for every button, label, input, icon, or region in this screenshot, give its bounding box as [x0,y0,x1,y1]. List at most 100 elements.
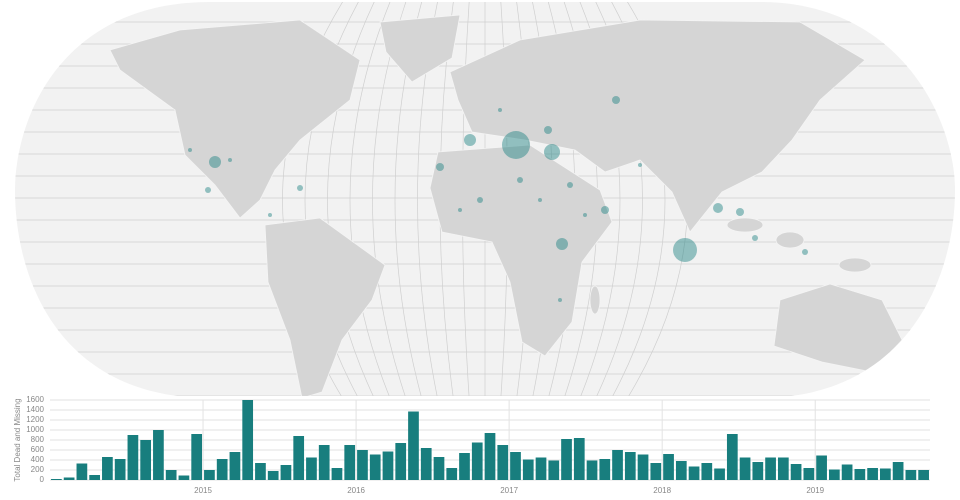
island [838,257,872,273]
bar [854,469,866,480]
x-tick-label: 2018 [653,486,671,495]
bar [739,457,751,480]
bar [408,411,419,480]
bar [420,448,432,480]
bar [880,468,891,480]
bar [803,468,815,480]
y-tick-label: 200 [31,465,45,474]
bar [497,445,509,480]
incident [544,126,552,134]
bar [918,470,929,480]
bar [522,459,534,480]
map [15,2,955,398]
y-tick-label: 1400 [26,405,44,414]
africa [429,144,613,357]
bar [63,477,75,480]
incident [464,134,476,146]
y-tick-label: 1000 [26,425,44,434]
incident [436,163,444,171]
incident [188,148,192,152]
bar [357,450,368,480]
incident [498,108,502,112]
north-america [109,19,361,219]
meridian [349,2,396,398]
bar [178,475,190,480]
bar [331,468,343,480]
bar [726,434,738,480]
y-tick-label: 800 [31,435,45,444]
bar [369,454,381,480]
incident [612,96,620,104]
x-tick-label: 2016 [347,486,365,495]
y-tick-label: 600 [31,445,45,454]
south-america [264,217,386,398]
incident [673,238,697,262]
bar [471,442,483,480]
incident [297,185,303,191]
bar [548,460,560,480]
incident [736,208,744,216]
bar [612,450,623,480]
bar [777,457,789,480]
bar [535,457,547,480]
bar [841,464,853,480]
bar [650,463,662,480]
incident [517,177,523,183]
incident [538,198,542,202]
bar [892,462,904,480]
bar [701,463,713,480]
bar [714,468,725,480]
bar [624,452,636,480]
bar [229,452,241,480]
y-axis-title: Total Dead and Missing [13,398,22,481]
bar [76,463,88,480]
bar [255,463,266,480]
incident [228,158,232,162]
bar [688,466,700,480]
bar [293,436,305,480]
bar [306,457,317,480]
bar [790,464,802,480]
bar [153,430,164,480]
bar [267,471,279,480]
meridian [327,2,381,398]
incident [583,213,587,217]
bar [102,457,113,480]
bar [216,459,228,480]
greenland [379,14,461,83]
bar [752,462,764,480]
bar [191,434,203,480]
bar [395,443,407,480]
bar [816,455,827,480]
bar [51,479,62,480]
bar [586,460,598,480]
bar [484,433,496,480]
incident [752,235,758,241]
incident [205,187,211,193]
incident [268,213,272,217]
bar [140,440,152,480]
x-tick-label: 2019 [806,486,824,495]
eurasia [449,19,866,233]
incident [567,182,573,188]
bar [318,445,330,480]
x-tick-label: 2017 [500,486,518,495]
x-tick-label: 2015 [194,486,212,495]
bar [127,435,139,480]
bar [765,457,776,480]
incident [713,203,723,213]
incident [601,206,609,214]
bar [382,451,394,480]
incident [458,208,462,212]
bar [459,453,470,480]
bar [242,400,254,480]
bar [637,454,649,480]
bar [165,470,177,480]
island [726,217,764,233]
bar [114,459,126,480]
bar [573,438,585,480]
bar [663,454,674,480]
bar [561,439,572,480]
y-tick-label: 1200 [26,415,44,424]
